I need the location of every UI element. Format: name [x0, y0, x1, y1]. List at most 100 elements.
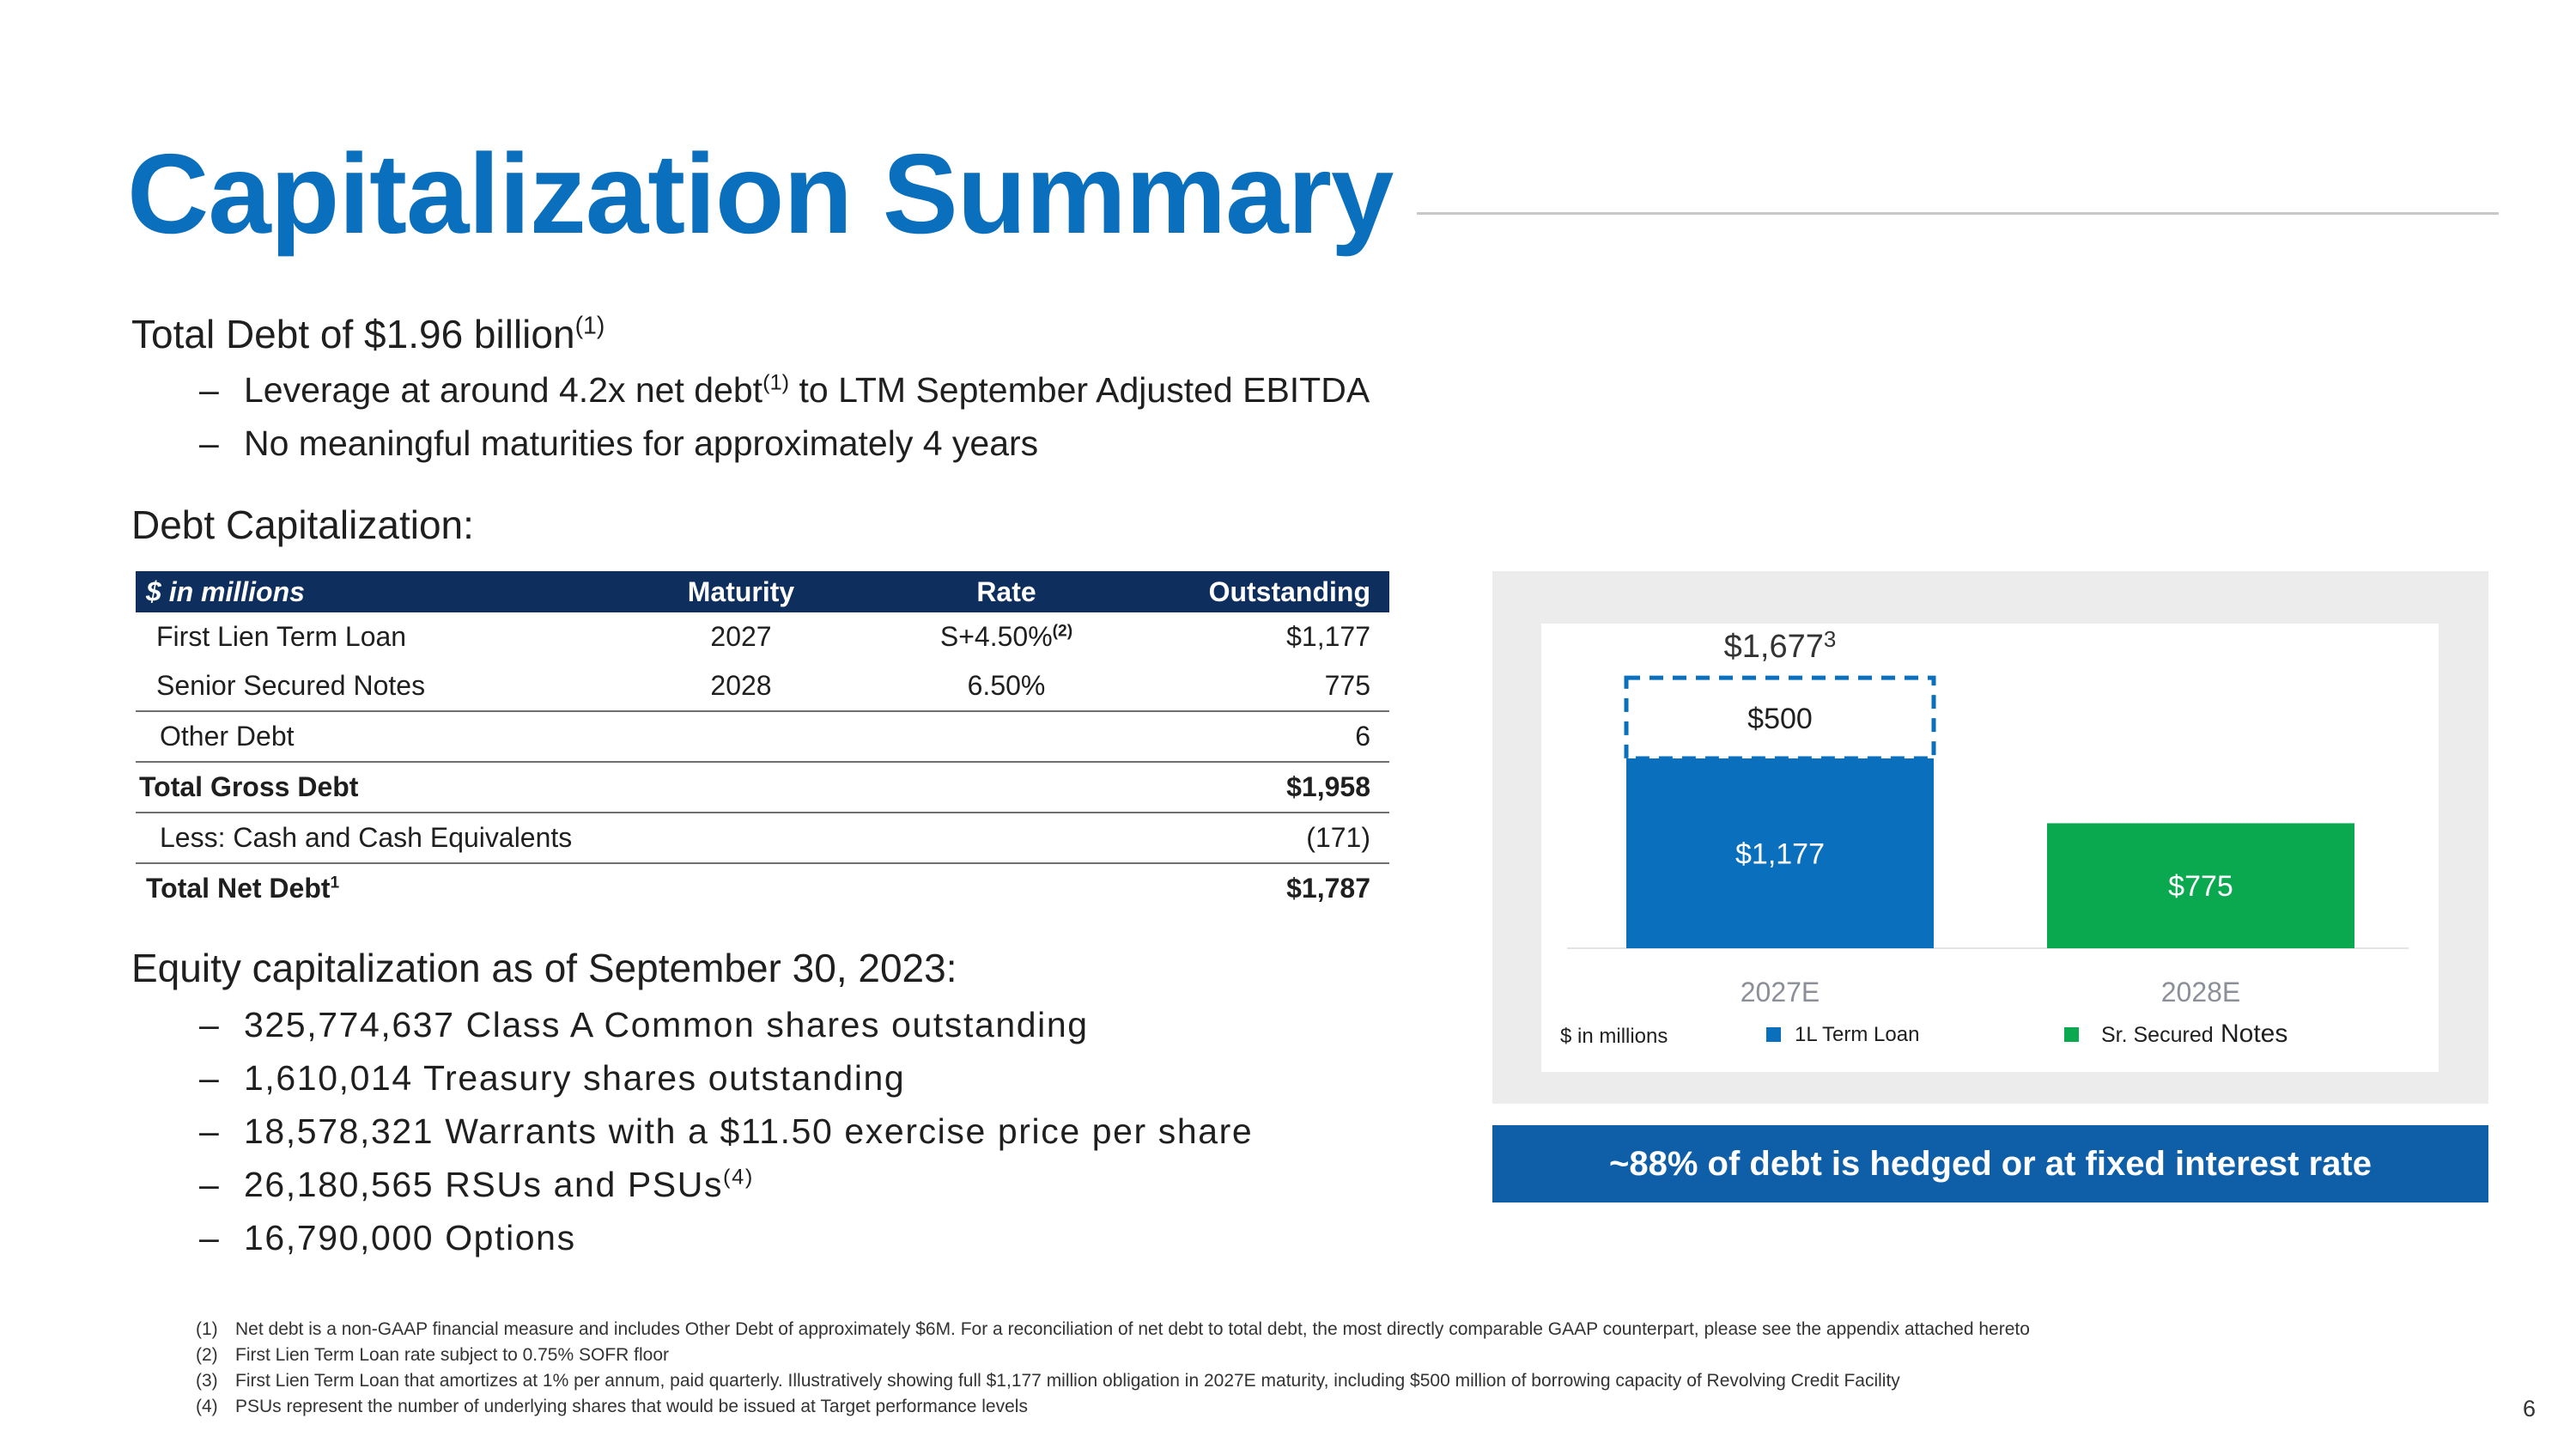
- bullet-dash: –: [199, 1165, 221, 1204]
- debt-capitalization-heading: Debt Capitalization:: [131, 502, 474, 547]
- bullet-text: No meaningful maturities for approximate…: [244, 423, 1039, 463]
- row-label: First Lien Term Loan: [156, 621, 407, 652]
- bar-total-label: $1,6773: [1724, 626, 1837, 665]
- leverage-bullet: – Leverage at around 4.2x net debt(1) to …: [199, 370, 1370, 410]
- legend-label-part: Sr. Secured: [2101, 1023, 2214, 1047]
- bullet-text: to LTM September Adjusted EBITDA: [789, 370, 1370, 410]
- table-row: Less: Cash and Cash Equivalents (171): [136, 813, 1389, 864]
- bar-value-label: $775: [2168, 870, 2233, 903]
- footnote-ref: 3: [1824, 626, 1836, 652]
- row-rate: [867, 762, 1145, 813]
- equity-bullet: –18,578,321 Warrants with a $11.50 exerc…: [199, 1114, 1253, 1149]
- bar-segment-rcf-capacity: [1624, 675, 1936, 761]
- row-label: Other Debt: [136, 711, 615, 763]
- row-rate: [867, 813, 1145, 864]
- bullet-dash: –: [199, 423, 219, 463]
- row-rate: 6.50%: [867, 661, 1145, 712]
- footnote-ref: (1): [762, 370, 790, 395]
- bullet-text: 26,180,565 RSUs and PSUs: [244, 1165, 724, 1204]
- col-header-rate: Rate: [867, 571, 1145, 612]
- footnote-ref: (1): [574, 312, 605, 340]
- chart-units-label: $ in millions: [1560, 1025, 1668, 1048]
- bullet-dash: –: [199, 1005, 221, 1044]
- row-outstanding: (171): [1145, 813, 1389, 864]
- debt-maturity-chart: $1,177 $500 2027E $775 2028E $1,6773 $ in mil…: [1560, 626, 2409, 1048]
- footnote-text: First Lien Term Loan rate subject to 0.7…: [235, 1345, 670, 1365]
- maturities-bullet: – No meaningful maturities for approximat…: [199, 426, 1038, 461]
- equity-bullet: –26,180,565 RSUs and PSUs(4): [199, 1165, 754, 1204]
- footnote-number: (2): [196, 1345, 218, 1365]
- row-maturity: [615, 762, 867, 813]
- footnote-ref: 1: [330, 874, 340, 892]
- bullet-text: Leverage at around 4.2x net debt: [244, 370, 763, 410]
- footnote: (4) PSUs represent the number of underlyi…: [196, 1397, 1028, 1416]
- row-outstanding: $1,787: [1286, 873, 1370, 904]
- page-number: 6: [2523, 1396, 2537, 1422]
- legend-swatch-1l-term-loan: [1766, 1027, 1781, 1042]
- page-title: Capitalization Summary: [127, 131, 1394, 257]
- title-divider: [1417, 212, 2499, 215]
- row-outstanding: 6: [1145, 711, 1389, 763]
- bar-segment-2027e: [1626, 758, 1934, 948]
- table-row: Other Debt 6: [136, 711, 1389, 763]
- row-rate: S+4.50%(2): [867, 612, 1145, 661]
- footnote: (1) Net debt is a non-GAAP financial meas…: [196, 1320, 2030, 1338]
- total-value: $1,677: [1724, 629, 1824, 665]
- row-rate: [867, 863, 1145, 913]
- bullet-text: 18,578,321 Warrants with a $11.50 exerci…: [244, 1111, 1254, 1151]
- footnote: (3) First Lien Term Loan that amortizes a…: [196, 1372, 1900, 1390]
- col-header-maturity: Maturity: [615, 571, 867, 612]
- footnote-ref: (2): [1052, 622, 1073, 641]
- bullet-text: 1,610,014 Treasury shares outstanding: [244, 1058, 906, 1098]
- equity-bullet: –16,790,000 Options: [199, 1221, 576, 1256]
- row-label: Senior Secured Notes: [136, 661, 615, 712]
- table-row-total: Total Gross Debt $1,958: [136, 762, 1389, 813]
- table-header-row: $ in millions Maturity Rate Outstanding: [136, 571, 1389, 612]
- table-row-total: Total Net Debt1 $1,787: [136, 863, 1389, 913]
- table-row: First Lien Term Loan 2027 S+4.50%(2) $1,…: [136, 612, 1389, 661]
- row-label-text: Total Net Debt: [146, 873, 331, 904]
- row-label: Total Gross Debt: [136, 762, 615, 813]
- footnote-text: PSUs represent the number of underlying …: [235, 1397, 1028, 1416]
- footnote-number: (3): [196, 1371, 218, 1391]
- legend-swatch-sr-secured-notes: [2064, 1027, 2079, 1042]
- col-header-outstanding: Outstanding: [1145, 571, 1389, 612]
- table-row: Senior Secured Notes 2028 6.50% 775: [136, 661, 1389, 712]
- bar-value-label: $1,177: [1735, 837, 1825, 870]
- footnote-text: First Lien Term Loan that amortizes at 1…: [235, 1371, 1900, 1391]
- row-label: Total Net Debt1: [136, 863, 615, 913]
- footnote-number: (1): [196, 1319, 218, 1339]
- legend-label-1l-term-loan: 1L Term Loan: [1795, 1023, 1919, 1046]
- row-maturity: [615, 813, 867, 864]
- bullet-dash: –: [199, 1058, 221, 1098]
- equity-bullet: –325,774,637 Class A Common shares outst…: [199, 1008, 1089, 1043]
- rate-value: S+4.50%: [939, 621, 1053, 652]
- bullet-text: 16,790,000 Options: [244, 1218, 576, 1257]
- legend-label-sr-secured-notes: Sr. Secured Notes: [2101, 1020, 2287, 1048]
- footnote: (2) First Lien Term Loan rate subject to …: [196, 1346, 669, 1364]
- hedged-debt-banner: ~88% of debt is hedged or at fixed inter…: [1492, 1125, 2488, 1202]
- col-header-units: $ in millions: [136, 571, 615, 612]
- row-rate: [867, 711, 1145, 763]
- equity-heading: Equity capitalization as of September 30…: [131, 946, 957, 990]
- row-maturity: 2028: [615, 661, 867, 712]
- row-maturity: [615, 863, 867, 913]
- total-debt-heading: Total Debt of $1.96 billion(1): [131, 314, 605, 354]
- bar-value-label: $500: [1747, 703, 1813, 735]
- debt-capitalization-table: $ in millions Maturity Rate Outstanding …: [136, 571, 1389, 913]
- chart-marks: $1,177 $500 2027E $775 2028E $1,6773: [1624, 626, 2354, 1008]
- row-outstanding: $1,958: [1145, 762, 1389, 813]
- bullet-dash: –: [199, 370, 219, 410]
- footnote-ref: (4): [723, 1165, 754, 1190]
- chart-card: $1,177 $500 2027E $775 2028E $1,6773 $ in mil…: [1541, 624, 2439, 1072]
- bar-segment-2028e: [2047, 823, 2354, 948]
- bullet-dash: –: [199, 1218, 221, 1257]
- row-label: Less: Cash and Cash Equivalents: [136, 813, 615, 864]
- bullet-dash: –: [199, 1111, 221, 1151]
- legend-label-part: Notes: [2214, 1020, 2288, 1048]
- bullet-text: 325,774,637 Class A Common shares outsta…: [244, 1005, 1089, 1044]
- row-outstanding: $1,177: [1286, 621, 1370, 652]
- total-debt-heading-text: Total Debt of $1.96 billion: [131, 312, 575, 356]
- equity-bullet: –1,610,014 Treasury shares outstanding: [199, 1061, 905, 1096]
- row-maturity: [615, 711, 867, 763]
